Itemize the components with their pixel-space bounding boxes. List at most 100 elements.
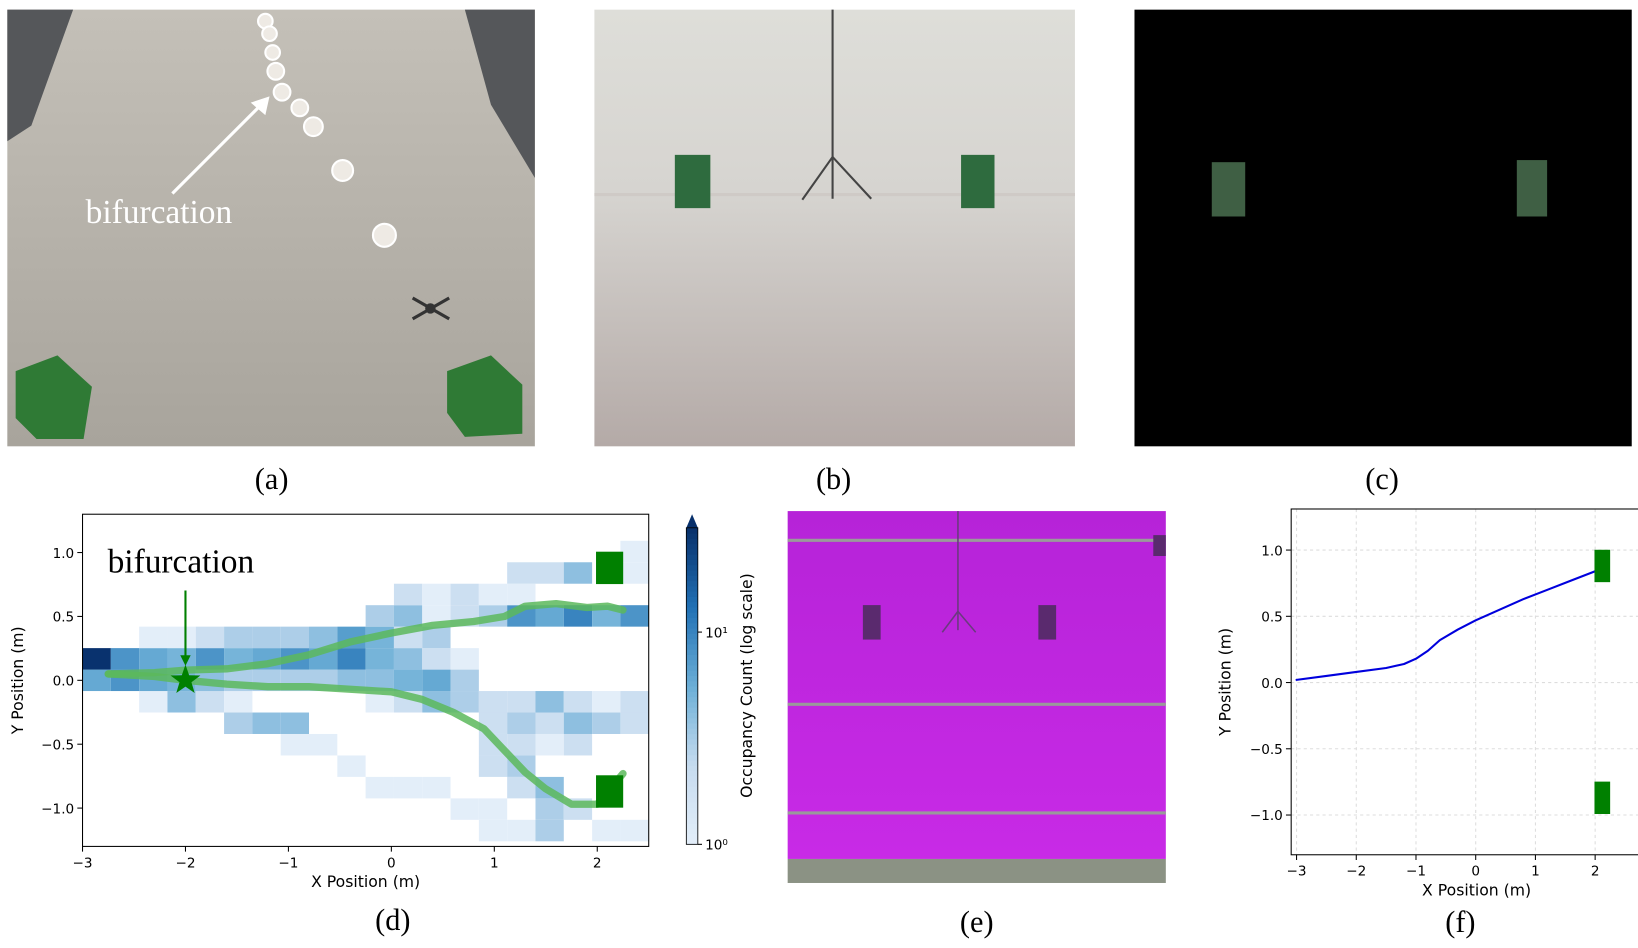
- y-tick-label: 1.0: [53, 546, 75, 562]
- heatmap-cell: [507, 819, 536, 842]
- colorbar-segment: [686, 575, 698, 582]
- heatmap-cell: [535, 605, 564, 627]
- heatmap-cell: [422, 669, 451, 692]
- x-tick-label: 0: [1471, 864, 1480, 880]
- heatmap-cell: [563, 712, 593, 734]
- photo-a: bifurcation: [7, 9, 535, 447]
- colorbar-segment: [686, 781, 698, 787]
- colorbar-segment: [686, 554, 698, 560]
- annotation: bifurcation: [86, 194, 233, 231]
- colorbar-segment: [686, 802, 698, 808]
- heatmap-cell: [252, 712, 281, 734]
- colorbar-segment: [686, 712, 698, 719]
- heatmap-cell: [195, 626, 225, 649]
- colorbar-segment: [686, 686, 698, 692]
- caption: (a): [255, 462, 289, 496]
- heatmap-cell: [507, 691, 536, 713]
- heatmap-cell: [535, 819, 564, 842]
- heatmap-cell: [450, 583, 479, 606]
- colorbar-segment: [686, 817, 698, 824]
- heatmap-cell: [337, 755, 366, 777]
- heatmap-cell: [337, 648, 366, 670]
- colorbar-tick-label: 10⁰: [705, 838, 728, 854]
- heatmap-cell: [507, 562, 536, 584]
- colorbar-segment: [686, 638, 698, 645]
- colorbar-segment: [686, 707, 698, 713]
- colorbar-segment: [686, 717, 698, 724]
- colorbar-segment: [686, 548, 698, 555]
- heatmap-cell: [450, 691, 479, 713]
- x-axis-label: X Position (m): [311, 872, 420, 891]
- colorbar-segment: [686, 786, 698, 793]
- heatmap-cell: [535, 691, 564, 713]
- heatmap-cell: [393, 648, 423, 670]
- colorbar-segment: [686, 622, 698, 629]
- heatmap-cell: [139, 648, 168, 670]
- colorbar-segment: [686, 654, 698, 661]
- obstacle: [1594, 781, 1611, 814]
- colorbar-segment: [686, 612, 698, 619]
- heatmap-cell: [507, 583, 536, 606]
- heatmap-cell: [535, 733, 564, 756]
- heatmap-cell: [563, 733, 593, 756]
- colorbar-segment: [686, 559, 698, 566]
- colorbar-segment: [686, 796, 698, 803]
- heatmap-cell: [139, 626, 168, 649]
- x-tick-label: −3: [1287, 864, 1307, 880]
- trajectory: [104, 599, 627, 678]
- colorbar-segment: [686, 543, 698, 550]
- colorbar-segment: [686, 839, 698, 845]
- heatmap-cell: [592, 691, 621, 713]
- bifurcation-marker: [170, 664, 201, 693]
- heatmap-cell: [535, 798, 564, 820]
- x-axis-label: X Position (m): [1422, 881, 1531, 900]
- colorbar-segment: [686, 812, 698, 819]
- heatmap-cell: [280, 712, 310, 734]
- heatmap-cell: [167, 648, 196, 670]
- y-tick-label: 0.0: [1261, 676, 1283, 692]
- photo-e: [787, 511, 1166, 883]
- photo-c: [1134, 9, 1632, 447]
- heatmap-cell: [365, 691, 394, 713]
- y-tick-label: −1.0: [1250, 808, 1283, 824]
- heatmap-cell: [535, 712, 564, 734]
- colorbar-segment: [686, 570, 698, 576]
- heatmap-cell: [507, 733, 536, 756]
- heatmap-cell: [450, 798, 479, 820]
- colorbar-segment: [686, 617, 698, 624]
- colorbar-segment: [686, 754, 698, 761]
- colorbar-segment: [686, 828, 698, 835]
- colorbar-segment: [686, 701, 698, 708]
- colorbar-segment: [686, 670, 698, 677]
- colorbar-segment: [686, 643, 698, 650]
- x-tick-label: −3: [73, 855, 93, 871]
- heatmap-cell: [393, 605, 423, 627]
- heatmap-cell: [365, 776, 394, 799]
- x-tick-label: 1: [490, 855, 499, 871]
- heatmap-cell: [393, 669, 423, 692]
- colorbar-segment: [686, 606, 698, 613]
- colorbar-segment: [686, 749, 698, 756]
- charts: (d) −3 −2 −1 0 1 2 −1.0 −0.5 0.0 0.5 1.0 X Position …: [8, 508, 1638, 939]
- x-tick-label: −1: [1406, 864, 1426, 880]
- heatmap-cell: [563, 562, 593, 584]
- colorbar-segment: [686, 823, 698, 830]
- annotation: bifurcation: [108, 544, 255, 581]
- x-tick-label: 2: [593, 855, 602, 871]
- heatmap-cell: [450, 648, 479, 670]
- trajectory: [1295, 570, 1597, 681]
- heatmap-cell: [620, 605, 649, 627]
- y-tick-label: 0.5: [53, 610, 75, 626]
- heatmap-cell: [478, 691, 508, 713]
- y-tick-label: −0.5: [41, 737, 74, 753]
- colorbar-segment: [686, 770, 698, 777]
- colorbar-segment: [686, 533, 698, 539]
- x-tick-label: 1: [1531, 864, 1540, 880]
- colorbar-segment: [686, 765, 698, 771]
- colorbar-segment: [686, 738, 698, 745]
- y-axis-label: Y Position (m): [8, 626, 27, 735]
- heatmap-cell: [507, 776, 536, 799]
- caption: (d): [375, 903, 410, 937]
- y-tick-label: −0.5: [1250, 742, 1283, 758]
